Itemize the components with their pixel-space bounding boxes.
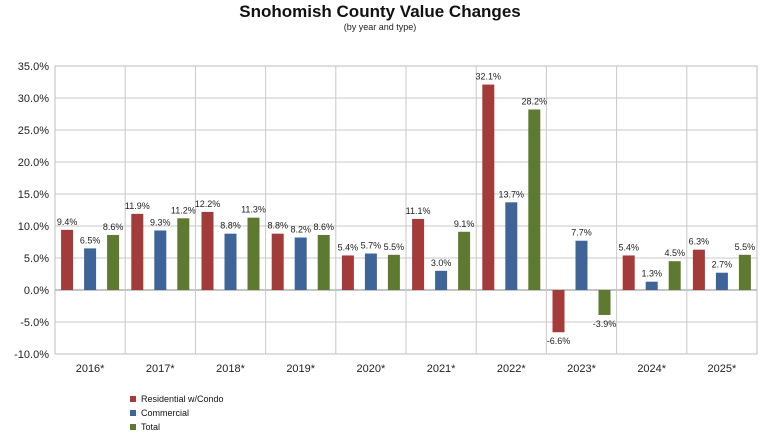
bar (107, 234, 120, 290)
legend-label: Residential w/Condo (141, 394, 224, 404)
data-label: 6.5% (80, 235, 101, 245)
x-category-label: 2022* (497, 363, 526, 375)
x-category-label: 2024* (637, 363, 666, 375)
data-label: 5.5% (735, 242, 756, 252)
bar (154, 230, 167, 290)
bar (738, 254, 751, 290)
bar (505, 202, 518, 290)
chart-title: Snohomish County Value Changes (239, 2, 521, 21)
x-category-label: 2023* (567, 363, 596, 375)
data-label: 9.4% (57, 217, 78, 227)
bar (387, 254, 400, 290)
data-label: 9.1% (454, 219, 475, 229)
y-tick-label: 30.0% (18, 93, 49, 105)
bar (294, 237, 307, 290)
bar (201, 211, 214, 290)
bar (61, 229, 74, 290)
x-category-label: 2020* (357, 363, 386, 375)
bar (412, 218, 425, 290)
data-label: 1.3% (641, 269, 662, 279)
bar (271, 233, 284, 290)
y-tick-label: -10.0% (14, 349, 49, 361)
data-label: 5.7% (361, 241, 382, 251)
y-tick-label: 5.0% (24, 253, 49, 265)
bar (622, 255, 635, 290)
legend-item: Residential w/Condo (130, 392, 224, 406)
data-label: 8.2% (290, 225, 311, 235)
bar (341, 255, 354, 290)
data-label: 9.3% (150, 217, 171, 227)
data-label: 32.1% (476, 72, 502, 82)
y-tick-label: 0.0% (24, 285, 49, 297)
x-category-label: 2017* (146, 363, 175, 375)
data-label: 12.2% (195, 199, 221, 209)
bar (692, 249, 705, 290)
y-tick-label: 20.0% (18, 157, 49, 169)
data-label: -3.9% (593, 319, 617, 329)
bar (575, 240, 588, 290)
data-label: 11.2% (171, 205, 196, 215)
bar (552, 290, 565, 333)
data-label: 6.3% (689, 237, 710, 247)
bar (177, 218, 190, 290)
data-label: 11.9% (125, 201, 150, 211)
bar (482, 84, 495, 290)
bar (317, 234, 330, 290)
data-label: -6.6% (547, 336, 571, 346)
bar (668, 261, 681, 290)
x-category-label: 2021* (427, 363, 456, 375)
data-label: 2.7% (712, 260, 733, 270)
data-label: 3.0% (431, 258, 452, 268)
bar (364, 253, 377, 290)
y-tick-label: 10.0% (18, 221, 49, 233)
legend-label: Total (141, 422, 161, 432)
x-category-label: 2025* (708, 363, 737, 375)
data-label: 8.8% (267, 221, 288, 231)
data-label: 13.7% (499, 189, 525, 199)
bar (224, 233, 237, 290)
legend: Residential w/Condo Commercial Total (130, 392, 224, 434)
y-tick-label: -5.0% (20, 317, 49, 329)
legend-item: Total (130, 420, 224, 434)
x-category-label: 2018* (216, 363, 245, 375)
legend-swatch (130, 410, 136, 416)
bar (247, 217, 260, 290)
chart-subtitle: (by year and type) (343, 22, 417, 32)
bar (458, 231, 471, 290)
data-label: 11.3% (241, 205, 266, 215)
x-category-label: 2016* (76, 363, 105, 375)
bar (528, 109, 541, 291)
data-label: 5.4% (618, 242, 639, 252)
data-label: 8.8% (220, 221, 241, 231)
data-label: 5.5% (384, 242, 405, 252)
legend-swatch (130, 424, 136, 430)
bar (715, 272, 728, 290)
legend-item: Commercial (130, 406, 224, 420)
bar (598, 290, 611, 315)
data-label: 7.7% (571, 228, 592, 238)
data-label: 8.6% (313, 222, 334, 232)
y-tick-label: 35.0% (18, 61, 49, 73)
x-category-label: 2019* (286, 363, 315, 375)
data-label: 8.6% (103, 222, 124, 232)
bar (435, 270, 448, 290)
data-label: 4.5% (664, 248, 685, 258)
data-label: 28.2% (522, 97, 548, 107)
y-tick-label: 15.0% (18, 189, 49, 201)
legend-label: Commercial (141, 408, 190, 418)
y-tick-label: 25.0% (18, 125, 49, 137)
bar (84, 248, 97, 290)
bar (131, 213, 144, 290)
bar (645, 281, 658, 290)
data-label: 5.4% (338, 242, 359, 252)
legend-swatch (130, 396, 136, 402)
data-label: 11.1% (406, 206, 431, 216)
